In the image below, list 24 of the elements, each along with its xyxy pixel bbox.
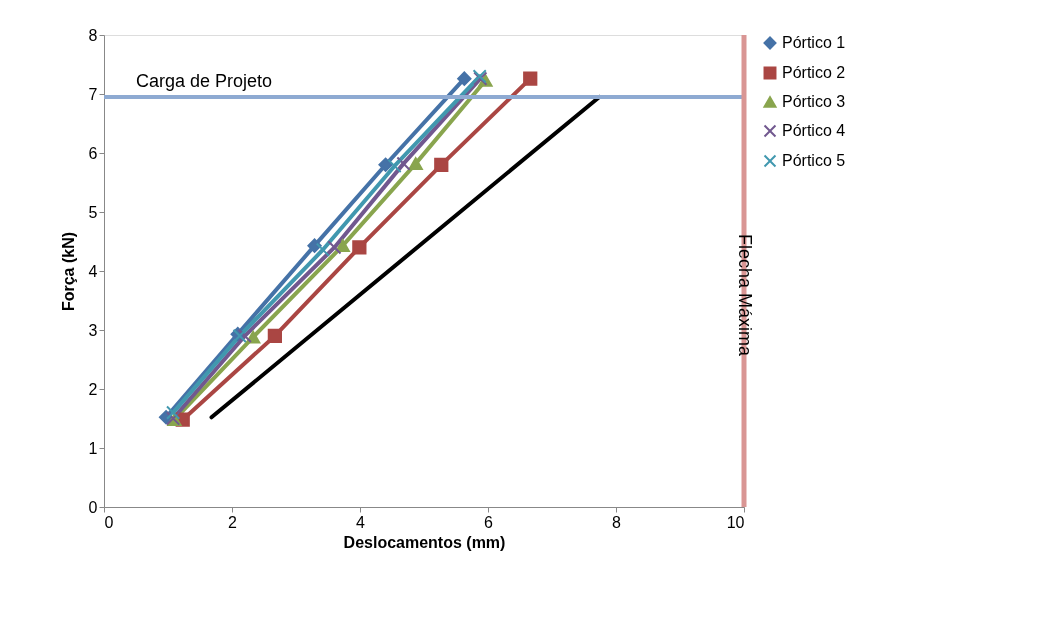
y-tick-label: 3 [88, 321, 98, 339]
y-axis-title: Força (kN) [59, 231, 77, 312]
ref-line-label: Flecha Máxima [735, 233, 755, 357]
y-tick-label: 0 [88, 498, 98, 516]
y-tick-label: 6 [88, 144, 98, 162]
ref-line-label: Carga de Projeto [136, 70, 273, 91]
y-tick-label: 1 [88, 439, 98, 457]
x-tick-label: 4 [356, 513, 366, 531]
x-tick-label: 6 [484, 513, 494, 531]
x-tick-label: 10 [726, 513, 745, 531]
y-tick-label: 4 [88, 262, 98, 280]
x-tick-label: 8 [612, 513, 622, 531]
y-tick-label: 2 [88, 380, 98, 398]
x-tick-label: 0 [104, 513, 114, 531]
y-tick-label: 7 [88, 85, 98, 103]
legend-label: Pórtico 4 [782, 122, 846, 139]
y-tick-label: 8 [88, 26, 98, 44]
y-tick-label: 5 [88, 203, 98, 221]
legend-label: Pórtico 1 [782, 34, 846, 51]
x-tick-label: 2 [228, 513, 238, 531]
legend-label: Pórtico 5 [782, 152, 846, 169]
legend-label: Pórtico 3 [782, 93, 846, 110]
legend-label: Pórtico 2 [782, 64, 846, 81]
x-axis-title: Deslocamentos (mm) [343, 533, 506, 551]
